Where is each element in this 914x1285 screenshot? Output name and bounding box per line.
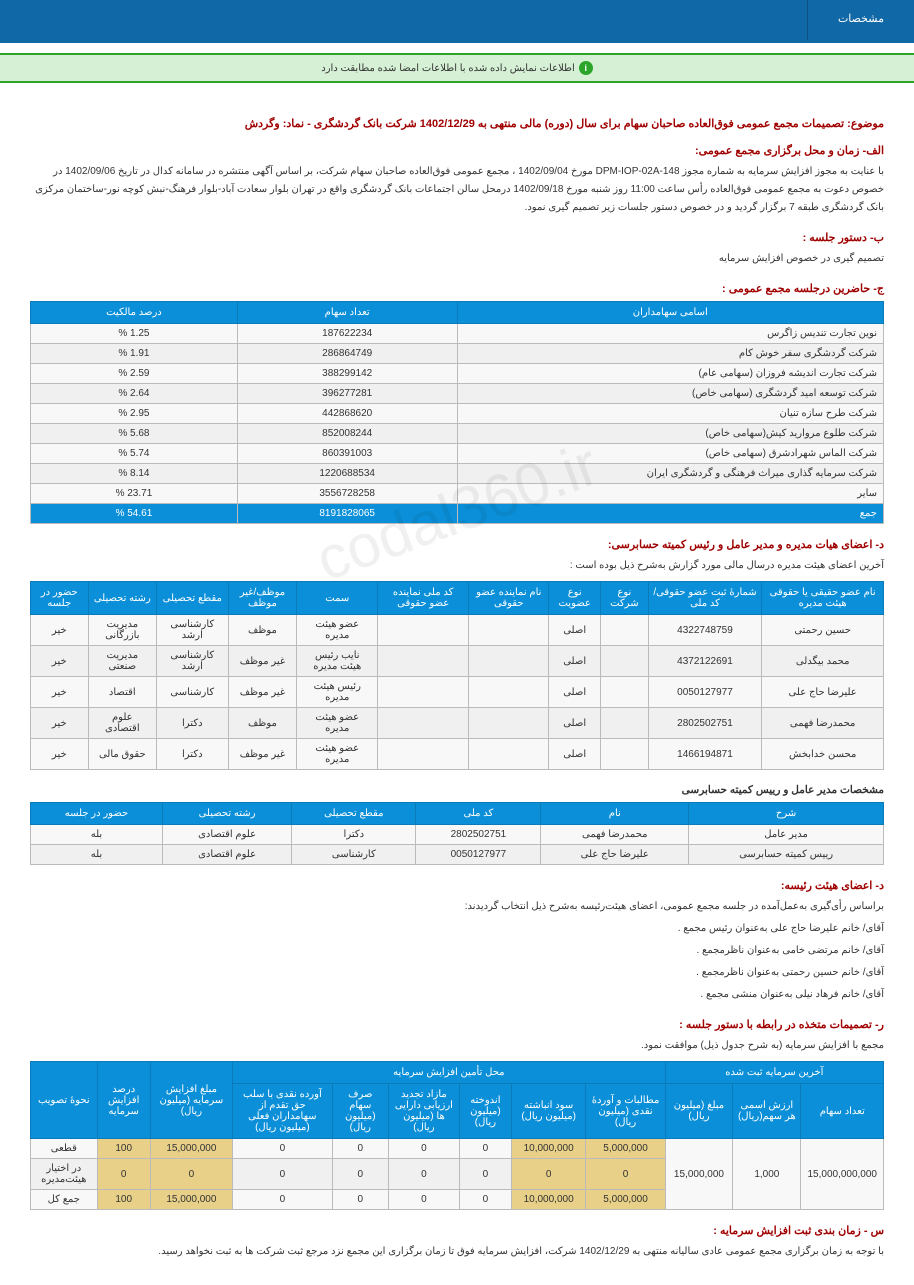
- table-row: شرکت توسعه امید گردشگری (سهامی خاص)39627…: [31, 384, 884, 404]
- sec-d-sub: آخرین اعضای هیئت مدیره درسال مالی مورد گ…: [30, 557, 884, 575]
- table-header: تعداد سهام: [237, 302, 457, 324]
- board-table: نام عضو حقیقی یا حقوقی هیئت مدیرهشمارۀ ث…: [30, 581, 884, 770]
- table-row: شرکت الماس شهرادشرق (سهامی خاص)860391003…: [31, 444, 884, 464]
- top-bar: مشخصات: [0, 0, 914, 40]
- table-header: اسامی سهامداران: [457, 302, 884, 324]
- table-header: نام: [541, 803, 689, 825]
- table-header: کد ملی نماینده عضو حقوقی: [378, 582, 469, 615]
- sec-f-title: ر- تصمیمات متخذه در رابطه با دستور جلسه …: [30, 1018, 884, 1031]
- sec-b-body: تصمیم گیری در خصوص افزایش سرمایه: [30, 250, 884, 268]
- table-header: سمت: [297, 582, 378, 615]
- table-row: حسین رحمتی4322748759اصلیعضو هیئت مدیرهمو…: [31, 615, 884, 646]
- presidium-item: آقای/ خانم فرهاد نیلی به‌عنوان منشی مجمع…: [30, 986, 884, 1004]
- table-row-total: جمع819182806554.61 %: [31, 504, 884, 524]
- presidium-item: آقای/ خانم حسین رحمتی به‌عنوان ناظرمجمع …: [30, 964, 884, 982]
- table-row: شرکت سرمایه گذاری میراث فرهنگی و گردشگری…: [31, 464, 884, 484]
- table-header: حضور در جلسه: [31, 803, 163, 825]
- sec-e-body: براساس رأی‌گیری به‌عمل‌آمده در جلسه مجمع…: [30, 898, 884, 916]
- table-header: شمارۀ ثبت عضو حقوقی/کد ملی: [648, 582, 762, 615]
- table-header: حضور در جلسه: [31, 582, 89, 615]
- table-header: درصد مالکیت: [31, 302, 238, 324]
- info-icon: i: [579, 61, 593, 75]
- subject-title: موضوع: تصمیمات مجمع عمومی فوق‌العاده صاح…: [30, 117, 884, 130]
- table-row: علیرضا حاج علی0050127977اصلیرئیس هیئت مد…: [31, 677, 884, 708]
- table-header: موظف/غیر موظف: [228, 582, 297, 615]
- table-header: شرح: [689, 803, 884, 825]
- status-text: اطلاعات نمایش داده شده با اطلاعات امضا ش…: [321, 63, 575, 74]
- sec-g-body: با توجه به زمان برگزاری مجمع عمومی عادی …: [30, 1243, 884, 1261]
- table-row: شرکت طرح سازه تنیان4428686202.95 %: [31, 404, 884, 424]
- table-header: مقطع تحصیلی: [157, 582, 228, 615]
- sec-a-title: الف- زمان و محل برگزاری مجمع عمومی:: [30, 144, 884, 157]
- sec-a-body: با عنایت به مجوز افزایش سرمایه به شماره …: [30, 163, 884, 217]
- table-row: محمد بیگدلی4372122691اصلینایب رئیس هیئت …: [31, 646, 884, 677]
- content: موضوع: تصمیمات مجمع عمومی فوق‌العاده صاح…: [0, 83, 914, 1285]
- table-header: نوع شرکت: [601, 582, 649, 615]
- table-row: شرکت طلوع مروارید کیش(سهامی خاص)85200824…: [31, 424, 884, 444]
- table-row: محسن خدابخش1466194871اصلیعضو هیئت مدیرهغ…: [31, 739, 884, 770]
- table-row: 15,000,000,0001,00015,000,0005,000,00010…: [31, 1139, 884, 1159]
- table-row: شرکت گردشگری سفر خوش کام2868647491.91 %: [31, 344, 884, 364]
- mgr-table: شرحنامکد ملیمقطع تحصیلیرشته تحصیلیحضور د…: [30, 802, 884, 865]
- sec-d-title: د- اعضای هیات مدیره و مدیر عامل و رئیس ک…: [30, 538, 884, 551]
- table-header: نام نماینده عضو حقوقی: [469, 582, 549, 615]
- table-row: محمدرضا فهمی2802502751اصلیعضو هیئت مدیره…: [31, 708, 884, 739]
- sec-g-title: س - زمان بندی ثبت افزایش سرمایه :: [30, 1224, 884, 1237]
- table-header: رشته تحصیلی: [88, 582, 156, 615]
- presidium-item: آقای/ خانم مرتضی خامی به‌عنوان ناظرمجمع …: [30, 942, 884, 960]
- table-header: نام عضو حقیقی یا حقوقی هیئت مدیره: [762, 582, 884, 615]
- status-bar: i اطلاعات نمایش داده شده با اطلاعات امضا…: [0, 53, 914, 83]
- sec-c-title: ج- حاضرین درجلسه مجمع عمومی :: [30, 282, 884, 295]
- table-row: رییس کمیته حسابرسیعلیرضا حاج علی00501279…: [31, 845, 884, 865]
- capital-table: آخرین سرمایه ثبت شدهمحل تأمین افزایش سرم…: [30, 1061, 884, 1210]
- sec-e-title: د- اعضای هیئت رئیسه:: [30, 879, 884, 892]
- presidium-item: آقای/ خانم علیرضا حاج علی به‌عنوان رئیس …: [30, 920, 884, 938]
- table-row: شرکت تجارت اندیشه فروزان (سهامی عام)3882…: [31, 364, 884, 384]
- table-header: رشته تحصیلی: [162, 803, 291, 825]
- table-row: نوین تجارت تندیس زاگرس1876222341.25 %: [31, 324, 884, 344]
- table-row: سایر355672825823.71 %: [31, 484, 884, 504]
- table-header: نوع عضویت: [549, 582, 601, 615]
- table-header: مقطع تحصیلی: [292, 803, 416, 825]
- shareholders-table: اسامی سهامدارانتعداد سهامدرصد مالکیت نوی…: [30, 301, 884, 524]
- mgr-title: مشخصات مدیر عامل و رییس کمیته حسابرسی: [30, 784, 884, 796]
- table-row: مدیر عاملمحمدرضا فهمی2802502751دکتراعلوم…: [31, 825, 884, 845]
- sec-b-title: ب- دستور جلسه :: [30, 231, 884, 244]
- presidium-list: آقای/ خانم علیرضا حاج علی به‌عنوان رئیس …: [30, 920, 884, 1004]
- sec-f-body: مجمع با افزایش سرمایه (به شرح جدول ذیل) …: [30, 1037, 884, 1055]
- table-header: کد ملی: [416, 803, 541, 825]
- tab-specs[interactable]: مشخصات: [807, 0, 914, 40]
